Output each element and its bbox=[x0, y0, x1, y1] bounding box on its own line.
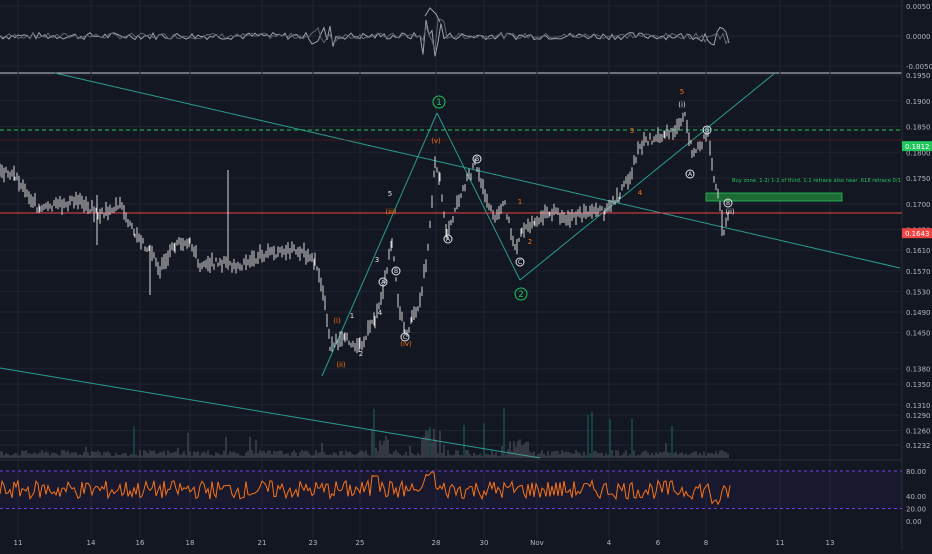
osc-axis-tick-label: 0.0000 bbox=[906, 33, 931, 41]
price-tag-label: 0.1812 bbox=[905, 143, 930, 151]
price-tag-label: 0.1643 bbox=[905, 230, 930, 238]
x-axis-tick-label: 8 bbox=[704, 539, 708, 547]
osc-line-slow bbox=[0, 18, 730, 51]
osc-spike bbox=[424, 7, 441, 23]
wave-label-abc-circle bbox=[723, 198, 733, 208]
wave-label-orange: 2 bbox=[528, 238, 532, 246]
price-tag-resistance bbox=[902, 141, 932, 152]
wave-2-down-line bbox=[436, 112, 521, 281]
price-axis-tick-label: 0.1570 bbox=[906, 268, 931, 276]
osc-axis-tick-label: 0.0050 bbox=[906, 3, 931, 11]
price-axis-tick-label: 0.1490 bbox=[906, 309, 931, 317]
wave-label-abc: A bbox=[446, 236, 451, 243]
x-axis-tick-label: 18 bbox=[186, 539, 195, 547]
x-axis-tick-label: 16 bbox=[136, 539, 145, 547]
price-axis-tick-label: 0.1850 bbox=[906, 124, 931, 132]
price-axis-tick-label: 0.1700 bbox=[906, 201, 931, 209]
wave-label-abc-circle bbox=[378, 277, 388, 287]
wave-label-circled: 2 bbox=[518, 290, 524, 300]
wave-label-orange: (iv) bbox=[400, 340, 412, 348]
wave-label-abc-circle bbox=[702, 125, 712, 135]
wave-label-white: 5 bbox=[388, 190, 392, 198]
buy-zone-box bbox=[705, 192, 843, 202]
price-tag-current bbox=[902, 228, 932, 239]
price-axis-tick-label: 0.1450 bbox=[906, 330, 931, 338]
x-axis-tick-label: 4 bbox=[607, 539, 612, 547]
x-axis-tick-label: Nov bbox=[530, 539, 544, 547]
wave-label-circled: 1 bbox=[436, 98, 442, 108]
x-axis-tick-label: 28 bbox=[432, 539, 441, 547]
price-axis-tick-label: 0.1232 bbox=[906, 442, 931, 450]
x-axis-tick-label: 30 bbox=[480, 539, 489, 547]
wave-label-orange: (iii) bbox=[385, 208, 397, 216]
rsi-axis-tick-label: 0.00 bbox=[906, 518, 922, 526]
wave-label-orange: 5 bbox=[680, 88, 684, 96]
price-axis-tick-label: 0.1530 bbox=[906, 288, 931, 296]
price-axis-tick-label: 0.1310 bbox=[906, 402, 931, 410]
wave-label-abc: A bbox=[381, 279, 386, 286]
wave-label-abc: A bbox=[688, 171, 693, 178]
wave-label-abc: B bbox=[475, 156, 479, 163]
x-axis-tick-label: 21 bbox=[258, 539, 267, 547]
wave-label-abc: C bbox=[518, 259, 522, 266]
osc-line-fast bbox=[0, 19, 730, 57]
price-axis-tick-label: 0.1380 bbox=[906, 366, 931, 374]
wave-label-orange: (ii) bbox=[336, 361, 346, 369]
x-axis-tick-label: 6 bbox=[656, 539, 661, 547]
buy-zone-annotation: Buy zone. 1-2/ 1-2 of third. 1:1 retrace… bbox=[732, 178, 901, 184]
rsi-axis-tick-label: 80.00 bbox=[906, 468, 926, 476]
wave-label-orange: 1 bbox=[518, 198, 522, 206]
wave-label-white: (ii) bbox=[725, 208, 735, 216]
rsi-band-fill bbox=[0, 471, 902, 509]
price-axis-tick-label: 0.1290 bbox=[906, 412, 931, 420]
wave-label-circled-circle bbox=[514, 287, 528, 301]
rsi-axis-tick-label: 20.00 bbox=[906, 506, 926, 514]
wave-label-orange: 3 bbox=[630, 127, 634, 135]
wave-label-abc-circle bbox=[400, 332, 410, 342]
price-axis-tick-label: 0.1610 bbox=[906, 247, 931, 255]
descending-trendline-lower bbox=[0, 367, 541, 459]
wave-label-abc-circle bbox=[391, 266, 401, 276]
wave-label-abc-circle bbox=[472, 154, 482, 164]
wave-label-white: (i) bbox=[678, 101, 686, 109]
x-axis-tick-label: 11 bbox=[776, 539, 785, 547]
price-axis-tick-label: 0.1260 bbox=[906, 428, 931, 436]
price-axis-tick-label: 0.1800 bbox=[906, 149, 931, 157]
wave-label-white: 4 bbox=[378, 309, 383, 317]
wave-label-abc-circle bbox=[515, 257, 525, 267]
wave-label-abc: B bbox=[705, 127, 709, 134]
wave-label-circled-circle bbox=[432, 95, 446, 109]
wave-label-abc: C bbox=[403, 334, 407, 341]
price-axis-tick-label: 0.1950 bbox=[906, 72, 931, 80]
x-axis-tick-label: 23 bbox=[309, 539, 318, 547]
price-axis-tick-label: 0.1350 bbox=[906, 381, 931, 389]
x-axis-tick-label: 25 bbox=[356, 539, 365, 547]
osc-axis-tick-label: -0.0050 bbox=[906, 63, 932, 71]
x-axis-tick-label: 14 bbox=[87, 539, 96, 547]
wave-3-channel-line bbox=[519, 72, 776, 281]
rsi-axis-tick-label: 40.00 bbox=[906, 493, 926, 501]
wave-label-white: 2 bbox=[359, 350, 363, 358]
wave-label-orange: 4 bbox=[638, 189, 643, 197]
wave-label-abc: B bbox=[394, 268, 398, 275]
wave-1-up-line bbox=[321, 112, 438, 377]
wave-label-abc: B bbox=[726, 200, 730, 207]
price-axis-tick-label: 0.1750 bbox=[906, 175, 931, 183]
wave-label-abc-circle bbox=[443, 234, 453, 244]
wave-label-white: 3 bbox=[375, 256, 379, 264]
x-axis-tick-label: 11 bbox=[14, 539, 23, 547]
price-axis-tick-label: 0.1900 bbox=[906, 98, 931, 106]
wave-label-orange: (v) bbox=[431, 137, 441, 145]
x-axis-tick-label: 13 bbox=[826, 539, 835, 547]
wave-label-abc-circle bbox=[685, 169, 695, 179]
wave-label-orange: (i) bbox=[333, 317, 341, 325]
wave-label-white: 1 bbox=[350, 312, 354, 320]
rsi-line bbox=[0, 470, 731, 506]
